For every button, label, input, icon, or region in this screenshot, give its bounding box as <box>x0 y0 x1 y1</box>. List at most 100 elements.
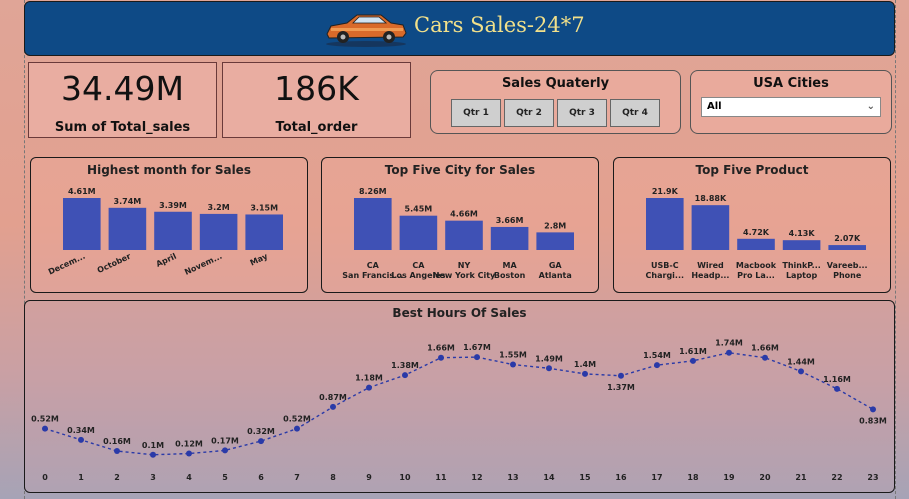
x-tick-label: April <box>155 252 178 269</box>
bar <box>691 205 730 250</box>
x-tick-label: 13 <box>507 473 518 482</box>
x-tick-label: May <box>249 251 270 267</box>
data-point <box>582 370 588 377</box>
x-tick-label: Vareeb... <box>827 261 868 270</box>
cities-slicer: USA Cities All ⌄ <box>690 70 892 134</box>
data-point <box>78 436 84 443</box>
data-label: 1.44M <box>787 357 815 366</box>
data-label: 0.12M <box>175 440 203 449</box>
x-tick-label: MA <box>503 261 518 270</box>
data-point <box>798 368 804 375</box>
x-tick-label: 7 <box>294 473 300 482</box>
data-point <box>474 354 480 361</box>
hours-chart-card: Best Hours Of Sales 0.52M 0 0.34M 1 0.16M 2 0.… <box>24 300 895 493</box>
x-tick-label: 19 <box>723 473 735 482</box>
month-sales-chart: 4.61M Decem... 3.74M October 3.39M April 3.2M N… <box>47 187 283 277</box>
x-tick-label: 0 <box>42 473 48 482</box>
x-tick-label: 6 <box>258 473 264 482</box>
x-tick-label: GA <box>549 261 563 270</box>
kpi-total-sales-value: 34.49M <box>61 69 184 108</box>
bar <box>199 213 238 250</box>
bar-value-label: 3.2M <box>208 203 230 212</box>
data-point <box>294 425 300 432</box>
bar-value-label: 3.39M <box>159 201 187 210</box>
x-tick-label: CA <box>367 261 380 270</box>
kpi-total-sales-label: Sum of Total_sales <box>54 120 191 135</box>
data-label: 1.54M <box>643 351 671 360</box>
data-point <box>150 451 156 458</box>
data-label: 0.32M <box>247 427 275 436</box>
qtr1-button[interactable]: Qtr 1 <box>451 99 501 127</box>
x-tick-label: 4 <box>186 473 192 482</box>
x-tick-label: Macbook <box>736 261 777 270</box>
data-point <box>186 450 192 457</box>
bar <box>646 198 684 250</box>
quarterly-slicer-title: Sales Quaterly <box>501 76 610 91</box>
kpi-total-order-label: Total_order <box>275 120 358 135</box>
data-point <box>546 365 552 372</box>
bar <box>63 198 101 250</box>
data-label: 0.34M <box>67 426 95 435</box>
x-tick-label: Phone <box>833 271 862 280</box>
data-label: 1.16M <box>823 375 851 384</box>
bar <box>737 238 775 250</box>
qtr2-button[interactable]: Qtr 2 <box>504 99 554 127</box>
data-label: 0.87M <box>319 393 347 402</box>
data-point <box>330 403 336 410</box>
x-tick-label: 17 <box>651 473 662 482</box>
hours-line-chart: 0.52M 0 0.34M 1 0.16M 2 0.1M 3 0.12M 4 0.17M 5 0.32M… <box>31 339 887 482</box>
dashboard-title: Cars Sales-24*7 <box>414 13 585 37</box>
x-tick-label: 16 <box>615 473 627 482</box>
data-point <box>618 372 624 379</box>
data-label: 0.1M <box>142 441 164 450</box>
city-dropdown-value: All <box>707 101 722 112</box>
bar-value-label: 21.9K <box>652 187 679 196</box>
data-point <box>870 406 876 413</box>
x-tick-label: Headp... <box>691 271 729 280</box>
x-tick-label: 3 <box>150 473 156 482</box>
data-point <box>438 354 444 361</box>
data-point <box>258 438 264 445</box>
cities-slicer-title: USA Cities <box>753 76 829 91</box>
data-point <box>366 384 372 391</box>
x-tick-label: 23 <box>867 473 878 482</box>
data-label: 1.4M <box>574 360 596 369</box>
x-tick-label: NY <box>458 261 471 270</box>
x-tick-label: 15 <box>579 473 591 482</box>
x-tick-label: 20 <box>759 473 771 482</box>
x-tick-label: 1 <box>78 473 84 482</box>
header-bar: Cars Sales-24*7 <box>24 1 895 56</box>
bar <box>245 214 283 250</box>
qtr4-button[interactable]: Qtr 4 <box>610 99 660 127</box>
bar-value-label: 8.26M <box>359 187 387 196</box>
qtr3-button[interactable]: Qtr 3 <box>557 99 607 127</box>
bar-value-label: 2.07K <box>834 234 861 243</box>
series-line <box>44 352 874 456</box>
x-tick-label: October <box>96 252 132 275</box>
bar <box>108 207 147 250</box>
quarterly-slicer: Sales Quaterly Qtr 1 Qtr 2 Qtr 3 Qtr 4 <box>430 70 681 134</box>
kpi-total-order: 186K Total_order <box>222 62 411 138</box>
data-point <box>726 349 732 356</box>
month-sales-chart-card: Highest month for Sales 4.61M Decem... 3.7… <box>30 157 308 293</box>
chart-title: Highest month for Sales <box>87 163 251 177</box>
data-point <box>114 448 120 455</box>
x-tick-label: 8 <box>330 473 336 482</box>
data-point <box>762 354 768 361</box>
bar-value-label: 3.66M <box>496 216 524 225</box>
data-label: 1.38M <box>391 361 419 370</box>
bar <box>490 226 529 250</box>
product-chart-card: Top Five Product 21.9K USB-C Chargi... 18.8… <box>613 157 891 293</box>
data-label: 0.16M <box>103 437 131 446</box>
x-tick-label: Atlanta <box>539 271 572 280</box>
data-point <box>402 372 408 379</box>
city-dropdown[interactable]: All ⌄ <box>701 97 881 117</box>
city-sales-chart-card: Top Five City for Sales 8.26M CA San Franc… <box>321 157 599 293</box>
x-tick-label: 5 <box>222 473 228 482</box>
x-tick-label: 2 <box>114 473 120 482</box>
data-point <box>654 362 660 369</box>
data-label: 0.52M <box>283 415 311 424</box>
x-tick-label: Los Angeles <box>391 271 445 280</box>
